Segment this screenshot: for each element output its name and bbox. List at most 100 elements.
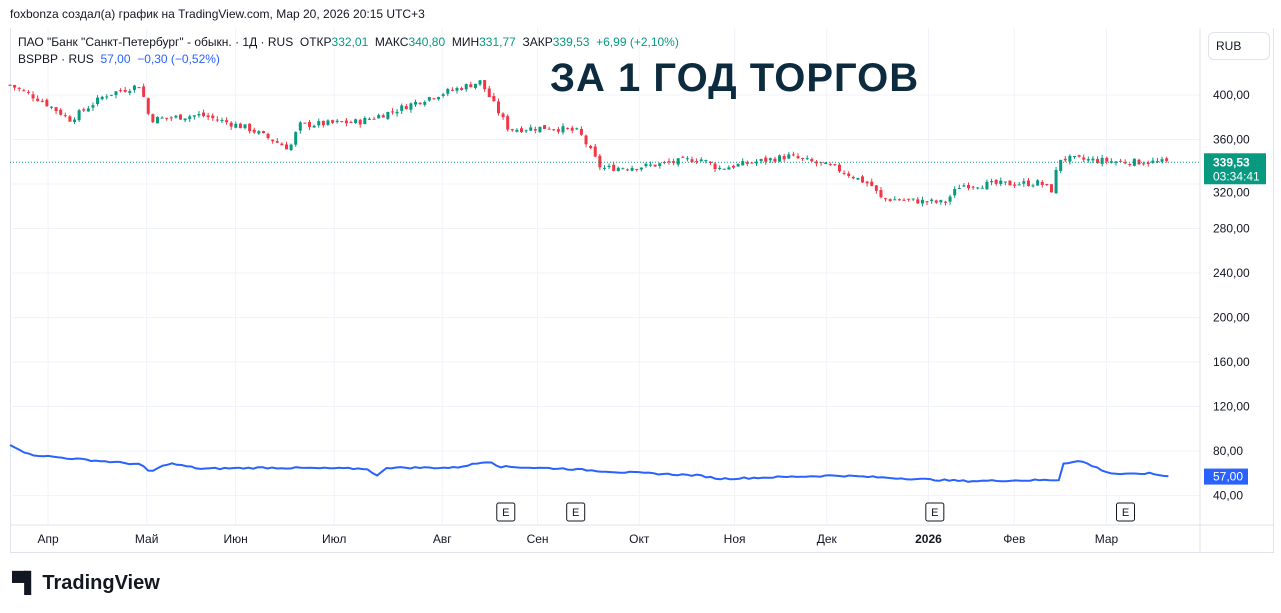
candle-down <box>13 85 17 88</box>
candle-down <box>1049 184 1053 193</box>
candle-up <box>759 159 763 162</box>
candle-up <box>183 118 187 121</box>
candle-down <box>879 190 883 198</box>
candle-down <box>215 119 219 121</box>
x-tick-label: Фев <box>1003 532 1025 546</box>
candle-up <box>805 158 809 160</box>
y-tick-label: 40,00 <box>1213 489 1243 503</box>
candle-down <box>344 120 348 124</box>
candle-up <box>1100 157 1104 164</box>
candle-up <box>990 181 994 183</box>
low-value: 331,77 <box>479 35 516 49</box>
candle-up <box>77 110 81 121</box>
candle-down <box>119 90 123 92</box>
second-symbol-name[interactable]: BSPBP · RUS <box>18 52 94 66</box>
candle-down <box>211 115 215 119</box>
candle-down <box>17 87 21 89</box>
earnings-event-label: E <box>572 507 579 519</box>
legend-main: ПАО "Банк "Санкт-Петербург" - обыкн. · 1… <box>18 34 679 51</box>
candle-down <box>1142 163 1146 165</box>
candle-down <box>708 161 712 163</box>
candle-down <box>1128 163 1132 166</box>
y-tick-label: 280,00 <box>1213 222 1250 236</box>
candle-down <box>870 181 874 186</box>
candle-down <box>1096 159 1100 163</box>
earnings-event-marker <box>1116 502 1136 522</box>
candle-down <box>36 98 40 102</box>
second-change: −0,30 (−0,52%) <box>137 52 220 66</box>
candle-up <box>132 85 136 90</box>
candle-up <box>529 127 533 131</box>
candle-up <box>105 96 109 98</box>
candle-down <box>1040 181 1044 185</box>
candle-down <box>579 128 583 135</box>
candle-up <box>1155 161 1159 163</box>
candle-down <box>934 200 938 203</box>
candle-up <box>192 115 196 117</box>
candle-up <box>1068 155 1072 162</box>
candle-up <box>312 125 316 128</box>
candle-up <box>980 187 984 189</box>
high-value: 340,80 <box>408 35 446 49</box>
candle-down <box>31 94 35 99</box>
candle-down <box>1026 180 1030 186</box>
candle-down <box>151 114 155 123</box>
candle-up <box>174 115 178 118</box>
candle-down <box>653 164 657 167</box>
candle-down <box>801 158 805 160</box>
candle-down <box>1137 159 1141 165</box>
y-tick-label: 320,00 <box>1213 185 1250 199</box>
candle-down <box>888 199 892 201</box>
y-tick-label: 160,00 <box>1213 355 1250 369</box>
candle-up <box>400 105 404 111</box>
symbol-name[interactable]: ПАО "Банк "Санкт-Петербург" - обыкн. · 1… <box>18 35 294 49</box>
line-price-tag-value: 57,00 <box>1213 470 1243 484</box>
candle-down <box>349 122 353 124</box>
earnings-event-marker <box>496 502 516 522</box>
candle-down <box>1165 158 1169 161</box>
candle-up <box>441 94 445 96</box>
candle-down <box>261 131 265 134</box>
y-tick-label: 400,00 <box>1213 88 1250 102</box>
candle-up <box>607 165 611 168</box>
candle-up <box>787 154 791 159</box>
candle-down <box>833 164 837 166</box>
candle-down <box>331 120 335 123</box>
candle-up <box>644 163 648 167</box>
y-tick-label: 360,00 <box>1213 133 1250 147</box>
tradingview-logo[interactable]: ▀▌ TradingView <box>12 572 160 595</box>
candle-up <box>1031 185 1035 187</box>
candle-up <box>220 119 224 121</box>
candle-up <box>1022 181 1026 184</box>
currency-button[interactable]: RUB <box>1208 32 1270 60</box>
earnings-event-marker <box>925 502 945 522</box>
line-price-tag <box>1204 468 1248 485</box>
candle-down <box>1105 157 1109 162</box>
candle-up <box>1160 159 1164 162</box>
candle-up <box>455 88 459 91</box>
legend-second: BSPBP · RUS 57,00 −0,30 (−0,52%) <box>18 51 679 68</box>
candle-down <box>902 199 906 201</box>
x-tick-label: Июл <box>322 532 346 546</box>
candle-down <box>865 181 869 184</box>
candle-down <box>483 80 487 90</box>
candle-up <box>234 123 238 128</box>
candle-up <box>985 181 989 190</box>
candle-up <box>824 162 828 165</box>
countdown-timer: 03:34:41 <box>1213 169 1260 183</box>
candle-down <box>584 135 588 145</box>
candle-down <box>814 161 818 164</box>
candle-up <box>768 158 772 161</box>
candle-down <box>321 120 325 126</box>
candle-up <box>616 167 620 172</box>
candle-up <box>524 130 528 132</box>
candle-down <box>1123 162 1127 164</box>
candle-down <box>506 116 510 130</box>
candle-down <box>372 118 376 120</box>
candle-up <box>515 129 519 132</box>
earnings-event-label: E <box>931 507 938 519</box>
candle-down <box>225 120 229 123</box>
second-value: 57,00 <box>100 52 131 66</box>
candle-up <box>741 161 745 166</box>
